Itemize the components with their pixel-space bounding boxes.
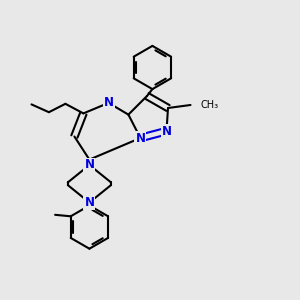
- Text: CH₃: CH₃: [200, 100, 218, 110]
- Text: N: N: [161, 124, 172, 138]
- Text: N: N: [103, 96, 114, 110]
- Text: N: N: [84, 158, 94, 172]
- Text: N: N: [84, 196, 94, 209]
- Text: N: N: [135, 131, 146, 145]
